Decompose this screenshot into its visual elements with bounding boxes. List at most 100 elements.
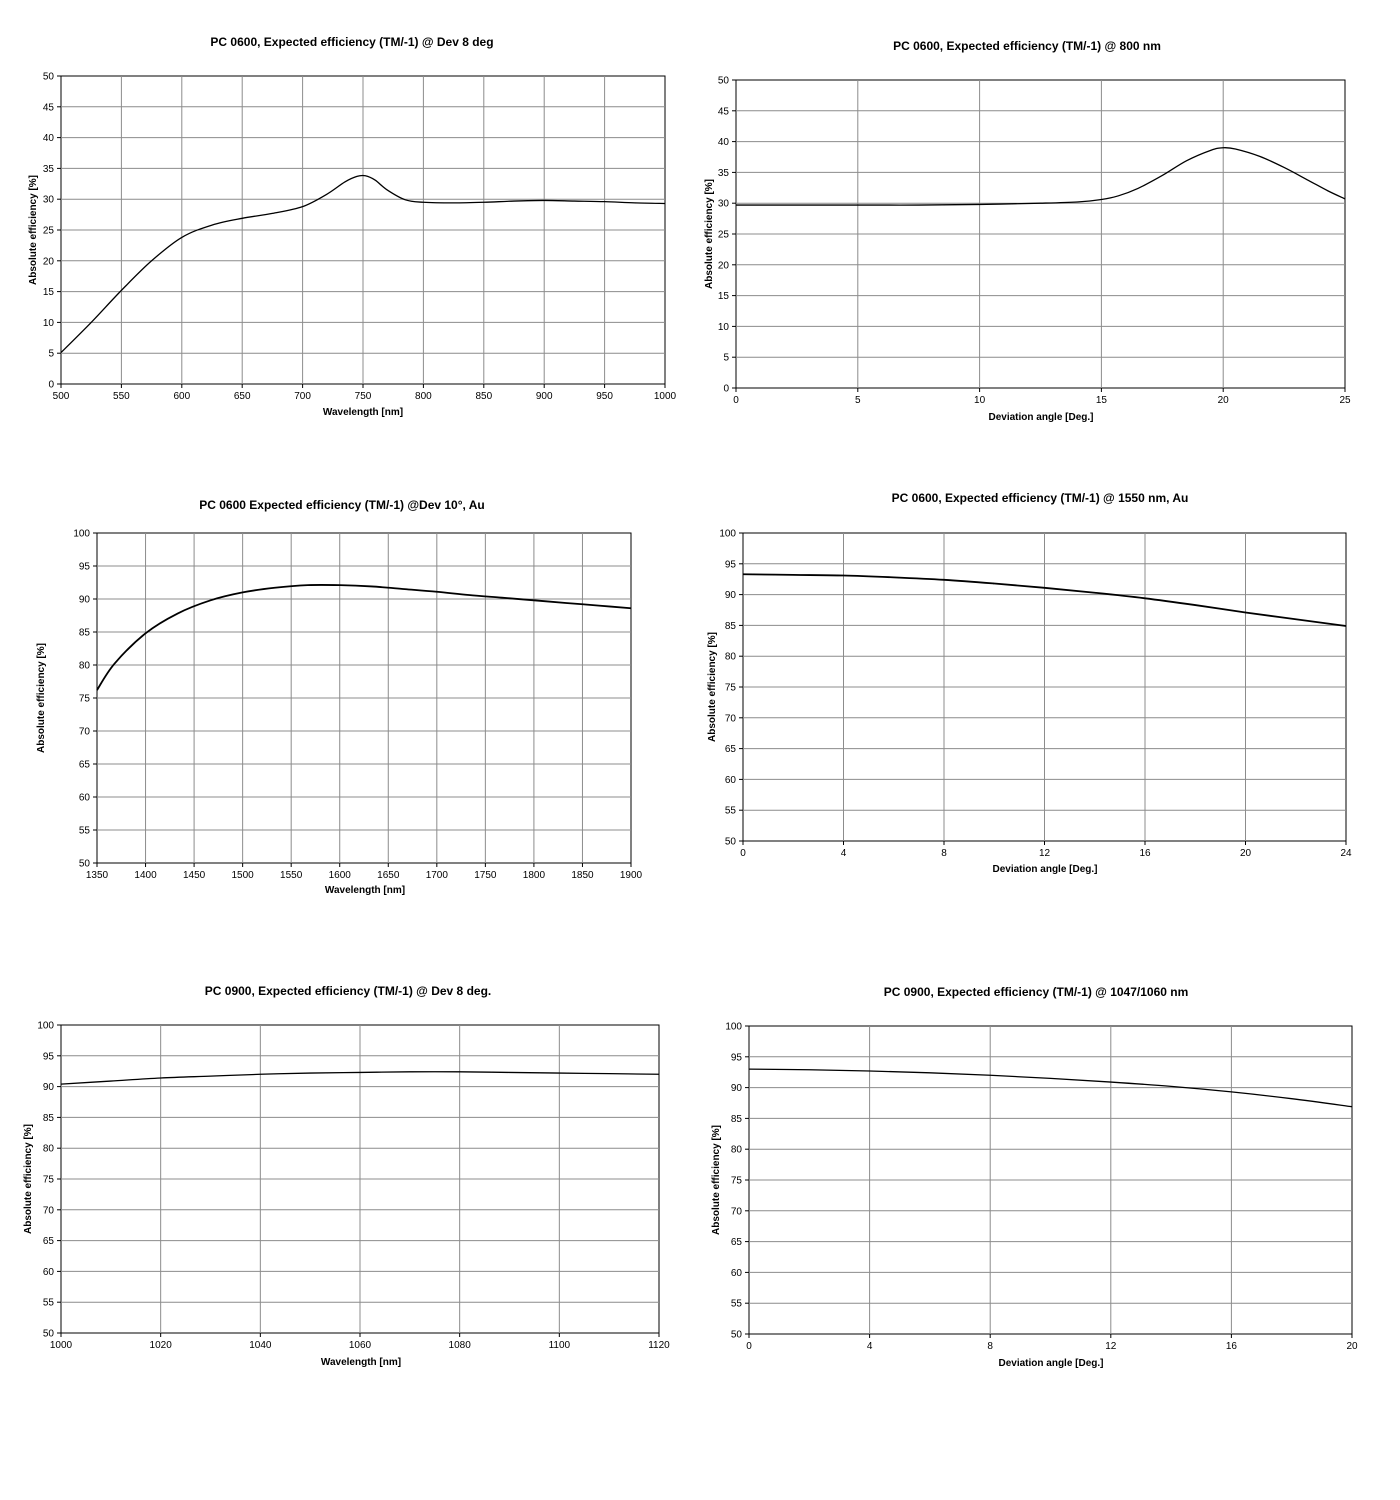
efficiency-curve (60, 174, 666, 354)
y-tick-label: 55 (725, 806, 737, 817)
y-tick-label: 10 (718, 322, 730, 333)
efficiency-curve (736, 147, 1346, 206)
x-tick-label: 1750 (474, 870, 497, 881)
y-tick-label: 50 (43, 72, 55, 83)
y-tick-label: 65 (79, 760, 91, 771)
x-tick-label: 750 (355, 391, 372, 402)
x-tick-label: 4 (841, 848, 847, 859)
x-tick-label: 1350 (86, 870, 109, 881)
y-tick-label: 90 (725, 590, 737, 601)
x-tick-label: 1900 (620, 870, 643, 881)
x-tick-label: 1500 (232, 870, 255, 881)
x-tick-label: 800 (415, 391, 432, 402)
x-tick-label: 0 (740, 848, 746, 859)
y-tick-label: 75 (725, 683, 737, 694)
y-tick-label: 95 (725, 559, 737, 570)
x-tick-label: 1060 (349, 1340, 372, 1351)
x-tick-label: 24 (1340, 848, 1352, 859)
x-tick-label: 16 (1139, 848, 1151, 859)
y-tick-label: 65 (725, 744, 737, 755)
chart-3: 1350 1400 1450 1500 1550 1600 1650 1700 1750 1800… (36, 498, 643, 896)
x-tick-label: 1000 (50, 1340, 73, 1351)
y-tick-label: 40 (43, 133, 55, 144)
y-tick-label: 20 (43, 256, 55, 267)
y-tick-label: 90 (731, 1083, 743, 1094)
x-tick-label: 20 (1240, 848, 1252, 859)
x-tick-label: 600 (173, 391, 190, 402)
x-tick-label: 8 (941, 848, 947, 859)
y-tick-label: 60 (725, 775, 737, 786)
x-tick-label: 1400 (134, 870, 157, 881)
y-tick-label: 100 (725, 1022, 742, 1033)
x-tick-label: 4 (867, 1341, 873, 1352)
x-tick-label: 650 (234, 391, 251, 402)
y-tick-label: 70 (731, 1206, 743, 1217)
y-tick-label: 70 (43, 1205, 55, 1216)
y-tick-label: 60 (79, 793, 91, 804)
x-tick-label: 850 (475, 391, 492, 402)
y-tick-label: 70 (79, 727, 91, 738)
y-tick-label: 100 (37, 1021, 54, 1032)
y-tick-label: 55 (731, 1299, 743, 1310)
efficiency-curve (60, 1071, 660, 1085)
x-tick-label: 1650 (377, 870, 400, 881)
x-tick-label: 0 (733, 395, 739, 406)
y-tick-label: 80 (43, 1144, 55, 1155)
x-axis-label: Wavelength [nm] (325, 885, 405, 896)
y-tick-label: 0 (723, 384, 729, 395)
y-tick-label: 40 (718, 137, 730, 148)
y-tick-label: 85 (43, 1113, 55, 1124)
x-axis-label: Deviation angle [Deg.] (998, 1358, 1103, 1369)
y-tick-label: 25 (43, 226, 55, 237)
chart-title: PC 0600, Expected efficiency (TM/-1) @ D… (210, 35, 493, 49)
y-tick-label: 50 (725, 837, 737, 848)
chart-4: 0 4 8 12 16 20 24 50 55 60 65 70 75 80 85 90 95 100 PC 060… (707, 491, 1352, 875)
x-axis-label: Wavelength [nm] (321, 1357, 401, 1368)
x-tick-label: 20 (1218, 395, 1230, 406)
y-tick-label: 15 (43, 287, 55, 298)
y-tick-label: 80 (725, 652, 737, 663)
x-tick-label: 16 (1226, 1341, 1238, 1352)
y-tick-label: 95 (79, 562, 91, 573)
x-tick-label: 1550 (280, 870, 303, 881)
y-tick-label: 25 (718, 230, 730, 241)
y-tick-label: 60 (43, 1267, 55, 1278)
y-tick-label: 5 (48, 349, 54, 360)
y-tick-label: 45 (43, 102, 55, 113)
x-tick-label: 12 (1105, 1341, 1117, 1352)
x-tick-label: 15 (1096, 395, 1108, 406)
y-tick-label: 100 (73, 529, 90, 540)
chart-1: 500 550 600 650 700 750 800 850 900 950 1000 0 5 10 15… (28, 35, 677, 418)
x-tick-label: 8 (987, 1341, 993, 1352)
y-tick-label: 5 (723, 353, 729, 364)
chart-title: PC 0900, Expected efficiency (TM/-1) @ 1… (884, 985, 1189, 999)
chart-6: 0 4 8 12 16 20 50 55 60 65 70 75 80 85 90 95 100 PC 0900,… (711, 985, 1358, 1369)
y-tick-label: 35 (43, 164, 55, 175)
x-tick-label: 1600 (329, 870, 352, 881)
y-axis-label: Absolute efficiency [%] (704, 179, 715, 289)
y-axis-label: Absolute efficiency [%] (36, 643, 47, 753)
y-tick-label: 55 (43, 1298, 55, 1309)
y-tick-label: 50 (79, 859, 91, 870)
x-tick-label: 1800 (523, 870, 546, 881)
y-axis-label: Absolute efficiency [%] (711, 1125, 722, 1235)
y-tick-label: 10 (43, 318, 55, 329)
x-tick-label: 900 (536, 391, 553, 402)
y-tick-label: 85 (79, 628, 91, 639)
y-tick-label: 50 (731, 1330, 743, 1341)
y-axis-label: Absolute efficiency [%] (23, 1124, 34, 1234)
x-tick-label: 25 (1339, 395, 1351, 406)
x-tick-label: 950 (596, 391, 613, 402)
x-tick-label: 1100 (549, 1340, 571, 1351)
y-tick-label: 90 (79, 595, 91, 606)
y-tick-label: 75 (79, 694, 91, 705)
y-tick-label: 45 (718, 106, 730, 117)
x-tick-label: 1450 (183, 870, 206, 881)
y-tick-label: 20 (718, 260, 730, 271)
y-tick-label: 15 (718, 291, 730, 302)
chart-title: PC 0600 Expected efficiency (TM/-1) @Dev… (199, 498, 485, 512)
chart-title: PC 0900, Expected efficiency (TM/-1) @ D… (205, 984, 491, 998)
x-tick-label: 1020 (150, 1340, 173, 1351)
y-tick-label: 95 (43, 1051, 55, 1062)
